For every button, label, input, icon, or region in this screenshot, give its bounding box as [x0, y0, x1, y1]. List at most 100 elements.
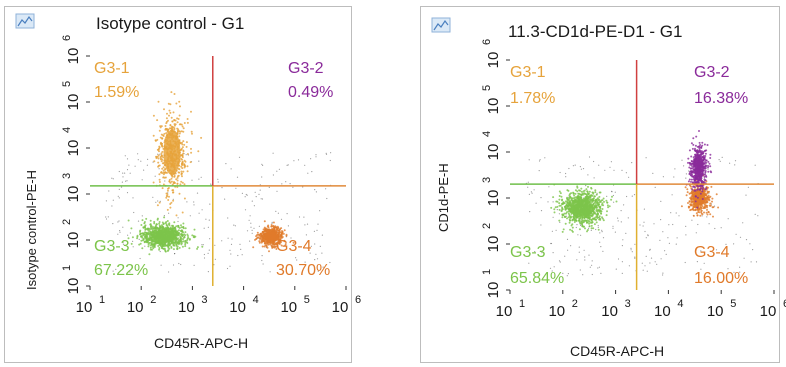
- event-dot: [754, 213, 756, 215]
- population-g3-3-dot: [606, 210, 608, 213]
- population-g3-2-dot: [699, 146, 702, 149]
- population-g3-3-dot: [595, 221, 598, 224]
- event-dot: [268, 186, 270, 188]
- event-dot: [275, 210, 277, 212]
- population-g3-3-dot: [184, 231, 187, 234]
- event-dot: [598, 266, 600, 268]
- x-tick-label: 10: [601, 303, 618, 320]
- event-dot: [326, 197, 328, 200]
- quadrant-g3-3-percent: 67.22%: [94, 262, 149, 279]
- population-g3-3-dot: [590, 218, 593, 221]
- event-dot: [530, 191, 532, 193]
- population-g3-3-dot: [564, 200, 567, 203]
- population-g3-4-dot: [268, 228, 271, 231]
- population-g3-3-dot: [158, 222, 161, 225]
- population-g3-1-dot: [172, 191, 175, 194]
- population-g3-3-dot: [607, 206, 610, 209]
- population-g3-1-dot: [180, 173, 183, 176]
- population-g3-1-dot: [169, 111, 172, 114]
- event-dot: [201, 244, 203, 246]
- event-dot: [668, 242, 670, 244]
- population-g3-3-dot: [169, 226, 172, 229]
- population-g3-1-dot: [190, 110, 192, 113]
- event-dot: [157, 200, 159, 202]
- event-dot: [172, 198, 174, 200]
- population-g3-3-dot: [177, 231, 180, 234]
- event-dot: [552, 252, 554, 254]
- population-g3-4-dot: [712, 206, 715, 209]
- event-dot: [534, 251, 536, 253]
- event-dot: [128, 164, 130, 166]
- event-dot: [230, 253, 232, 255]
- population-g3-4-dot: [282, 232, 285, 235]
- population-g3-4-dot: [277, 241, 280, 244]
- y-tick-label: 10: [65, 278, 82, 295]
- population-g3-2-dot: [705, 187, 708, 190]
- population-g3-1-dot: [174, 123, 177, 126]
- population-g3-3-dot: [177, 225, 180, 228]
- quadrant-g3-3-percent: 65.84%: [510, 270, 565, 287]
- event-dot: [597, 226, 599, 228]
- event-dot: [582, 274, 584, 276]
- population-g3-3-dot: [590, 224, 593, 227]
- event-dot: [576, 259, 578, 261]
- population-g3-3-dot: [603, 200, 605, 203]
- population-g3-4-dot: [281, 230, 283, 232]
- population-g3-3-dot: [162, 247, 165, 250]
- event-dot: [720, 227, 722, 229]
- y-tick: 10 6: [61, 35, 82, 64]
- population-g3-3-dot: [158, 221, 161, 223]
- event-dot: [278, 168, 280, 170]
- population-g3-3-dot: [141, 236, 144, 239]
- event-dot: [656, 263, 658, 265]
- event-dot: [139, 257, 141, 260]
- event-dot: [140, 160, 142, 162]
- event-dot: [597, 224, 599, 227]
- plot-type-icon[interactable]: [15, 13, 35, 29]
- population-g3-3-dot: [571, 226, 574, 229]
- event-dot: [250, 222, 252, 224]
- population-g3-4-dot: [285, 234, 288, 237]
- population-g3-3-dot: [155, 223, 158, 226]
- population-g3-3-dot: [580, 194, 583, 197]
- population-g3-1-dot: [190, 147, 192, 150]
- population-g3-3-dot: [142, 238, 145, 241]
- plot-type-icon[interactable]: [431, 17, 451, 33]
- event-dot: [276, 170, 278, 172]
- population-g3-3-dot: [167, 246, 170, 249]
- population-g3-2-dot: [707, 160, 710, 163]
- event-dot: [734, 164, 736, 166]
- population-g3-4-dot: [275, 230, 278, 233]
- event-dot: [191, 179, 193, 181]
- event-dot: [739, 266, 741, 268]
- population-g3-3-dot: [173, 221, 176, 224]
- population-g3-3-dot: [568, 214, 571, 216]
- event-dot: [177, 220, 179, 223]
- population-g3-3-dot: [563, 202, 566, 205]
- population-g3-3-dot: [558, 190, 561, 193]
- event-dot: [719, 160, 721, 162]
- population-g3-4-dot: [284, 243, 287, 245]
- population-g3-1-dot: [158, 129, 161, 132]
- population-g3-1-dot: [181, 146, 184, 149]
- population-g3-4-dot: [265, 227, 268, 230]
- event-dot: [125, 180, 127, 182]
- population-g3-3-dot: [173, 244, 176, 247]
- event-dot: [298, 216, 301, 218]
- event-dot: [111, 177, 113, 179]
- population-g3-3-dot: [579, 222, 582, 225]
- event-dot: [713, 205, 716, 207]
- event-dot: [221, 240, 223, 242]
- quadrant-g3-1-percent: 1.78%: [510, 90, 556, 107]
- event-dot: [259, 189, 261, 191]
- quadrant-g3-1-percent: 1.59%: [94, 84, 140, 101]
- population-g3-3-dot: [592, 227, 595, 230]
- y-tick-exponent: 1: [481, 269, 493, 275]
- population-g3-3-dot: [149, 232, 152, 235]
- event-dot: [600, 246, 602, 248]
- population-g3-3-dot: [166, 250, 169, 252]
- population-g3-4-dot: [292, 241, 295, 244]
- population-g3-1-dot: [165, 117, 168, 120]
- event-dot: [271, 222, 273, 224]
- population-g3-3-dot: [145, 237, 148, 240]
